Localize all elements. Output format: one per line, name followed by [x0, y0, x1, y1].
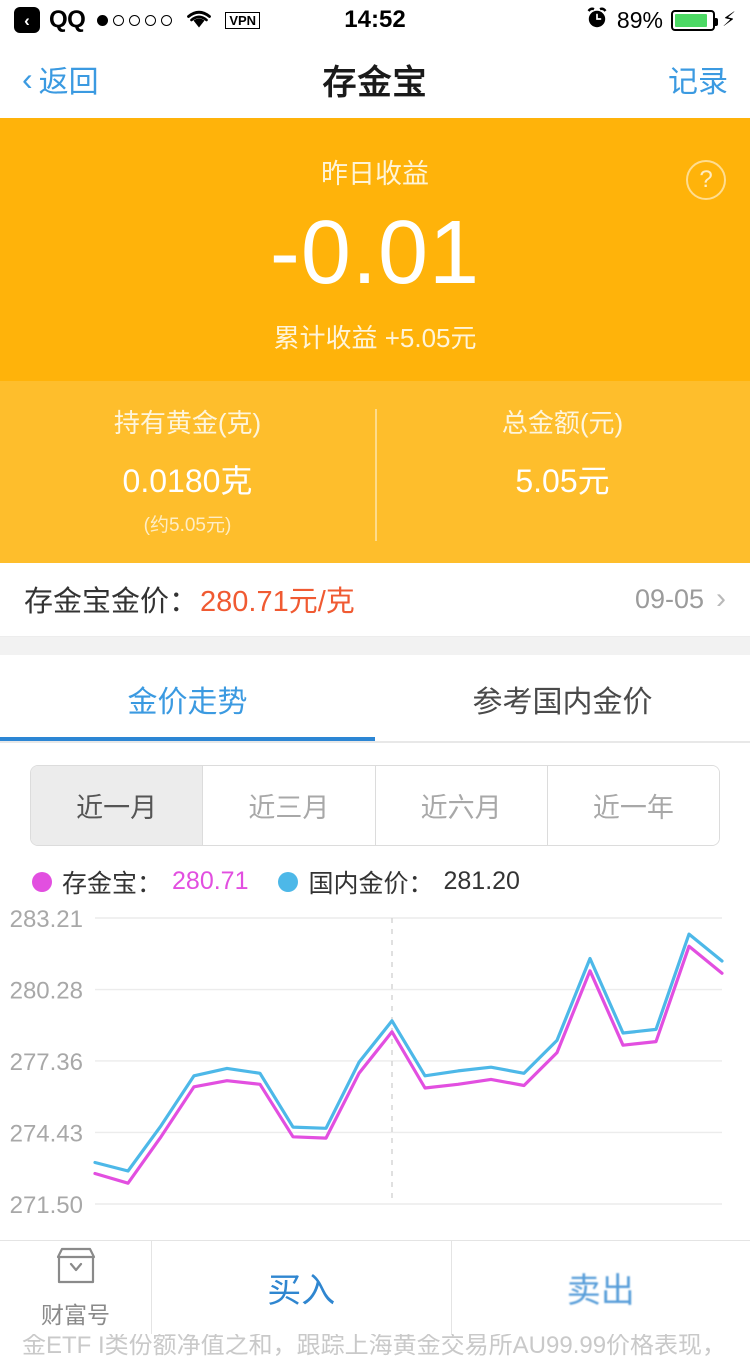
chart-legend: 存金宝： 280.71 国内金价： 281.20 — [0, 846, 750, 904]
nav-bar: ‹ 返回 存金宝 记录 — [0, 40, 750, 118]
holdings-stats-row: 持有黄金(克) 0.0180克 (约5.05元) 总金额(元) 5.05元 — [0, 381, 750, 563]
yesterday-earnings-value: -0.01 — [0, 203, 750, 304]
chart-svg: 271.50 274.43 277.36 280.28 283.21 — [0, 904, 750, 1234]
legend-label: 存金宝： — [62, 864, 162, 900]
buy-button[interactable]: 买入 — [152, 1241, 452, 1334]
stat-value: 0.0180克 — [0, 456, 375, 502]
status-bar: ‹ QQ VPN 14:52 89% ⚡ — [0, 0, 750, 40]
legend-label: 国内金价： — [308, 864, 433, 900]
legend-item-domestic: 国内金价： 281.20 — [278, 864, 519, 900]
wealth-account-button[interactable]: 财富号 — [0, 1241, 152, 1334]
shop-icon — [51, 1245, 101, 1292]
legend-dot-cunjinbao — [32, 872, 52, 892]
svg-text:271.50: 271.50 — [10, 1192, 83, 1219]
alarm-clock-icon — [585, 6, 609, 35]
tab-active-underline — [0, 737, 375, 741]
wealth-account-label: 财富号 — [41, 1296, 110, 1330]
legend-item-cunjinbao: 存金宝： 280.71 — [32, 864, 248, 900]
chart-tabs: 金价走势 参考国内金价 — [0, 655, 750, 741]
range-segmented-control: 近一月 近三月 近六月 近一年 — [30, 765, 720, 846]
svg-text:280.28: 280.28 — [10, 977, 83, 1004]
records-button[interactable]: 记录 — [668, 57, 728, 101]
stat-label: 持有黄金(克) — [0, 403, 375, 440]
battery-percent-label: 89% — [617, 7, 663, 34]
svg-text:274.43: 274.43 — [10, 1120, 83, 1147]
svg-text:283.21: 283.21 — [10, 906, 83, 933]
svg-text:277.36: 277.36 — [10, 1049, 83, 1076]
range-selector-wrap: 近一月 近三月 近六月 近一年 — [0, 743, 750, 846]
stat-total-amount: 总金额(元) 5.05元 — [375, 403, 750, 537]
stat-gold-holding: 持有黄金(克) 0.0180克 (约5.05元) — [0, 403, 375, 537]
chevron-left-icon: ‹ — [22, 63, 33, 95]
section-gap — [0, 637, 750, 655]
status-bar-right: 89% ⚡ — [585, 6, 736, 35]
gold-price-row[interactable]: 存金宝金价： 280.71元/克 09-05 › — [0, 563, 750, 637]
total-earnings-label: 累计收益 +5.05元 — [0, 318, 750, 355]
stat-label: 总金额(元) — [375, 403, 750, 440]
help-icon[interactable]: ? — [686, 160, 726, 200]
legend-value: 281.20 — [444, 867, 520, 896]
yesterday-earnings-label: 昨日收益 — [0, 152, 750, 191]
stat-value: 5.05元 — [375, 456, 750, 502]
range-segment-3m[interactable]: 近三月 — [203, 766, 375, 845]
stat-note: (约5.05元) — [0, 510, 375, 537]
back-button-label: 返回 — [39, 57, 99, 101]
sell-button[interactable]: 卖出 — [452, 1241, 750, 1334]
earnings-hero-panel: 昨日收益 -0.01 累计收益 +5.05元 ? — [0, 118, 750, 381]
tab-price-trend[interactable]: 金价走势 — [0, 655, 375, 741]
range-segment-1m[interactable]: 近一月 — [31, 766, 203, 845]
tab-domestic-price[interactable]: 参考国内金价 — [375, 655, 750, 741]
range-segment-1y[interactable]: 近一年 — [548, 766, 719, 845]
legend-value: 280.71 — [172, 867, 248, 896]
bottom-action-bar: 财富号 买入 卖出 — [0, 1240, 750, 1334]
gold-price-date: 09-05 — [635, 584, 704, 615]
range-segment-6m[interactable]: 近六月 — [376, 766, 548, 845]
battery-icon — [671, 10, 715, 31]
page-title: 存金宝 — [0, 55, 750, 104]
price-trend-chart: 271.50 274.43 277.36 280.28 283.21 — [0, 904, 750, 1234]
gold-price-value: 280.71元/克 — [200, 578, 355, 620]
lightning-bolt-icon: ⚡ — [722, 10, 736, 30]
gold-price-right: 09-05 › — [635, 582, 726, 616]
chevron-right-icon: › — [716, 582, 726, 616]
back-button[interactable]: ‹ 返回 — [22, 57, 99, 101]
gold-price-label: 存金宝金价： — [24, 578, 198, 620]
legend-dot-domestic — [278, 872, 298, 892]
